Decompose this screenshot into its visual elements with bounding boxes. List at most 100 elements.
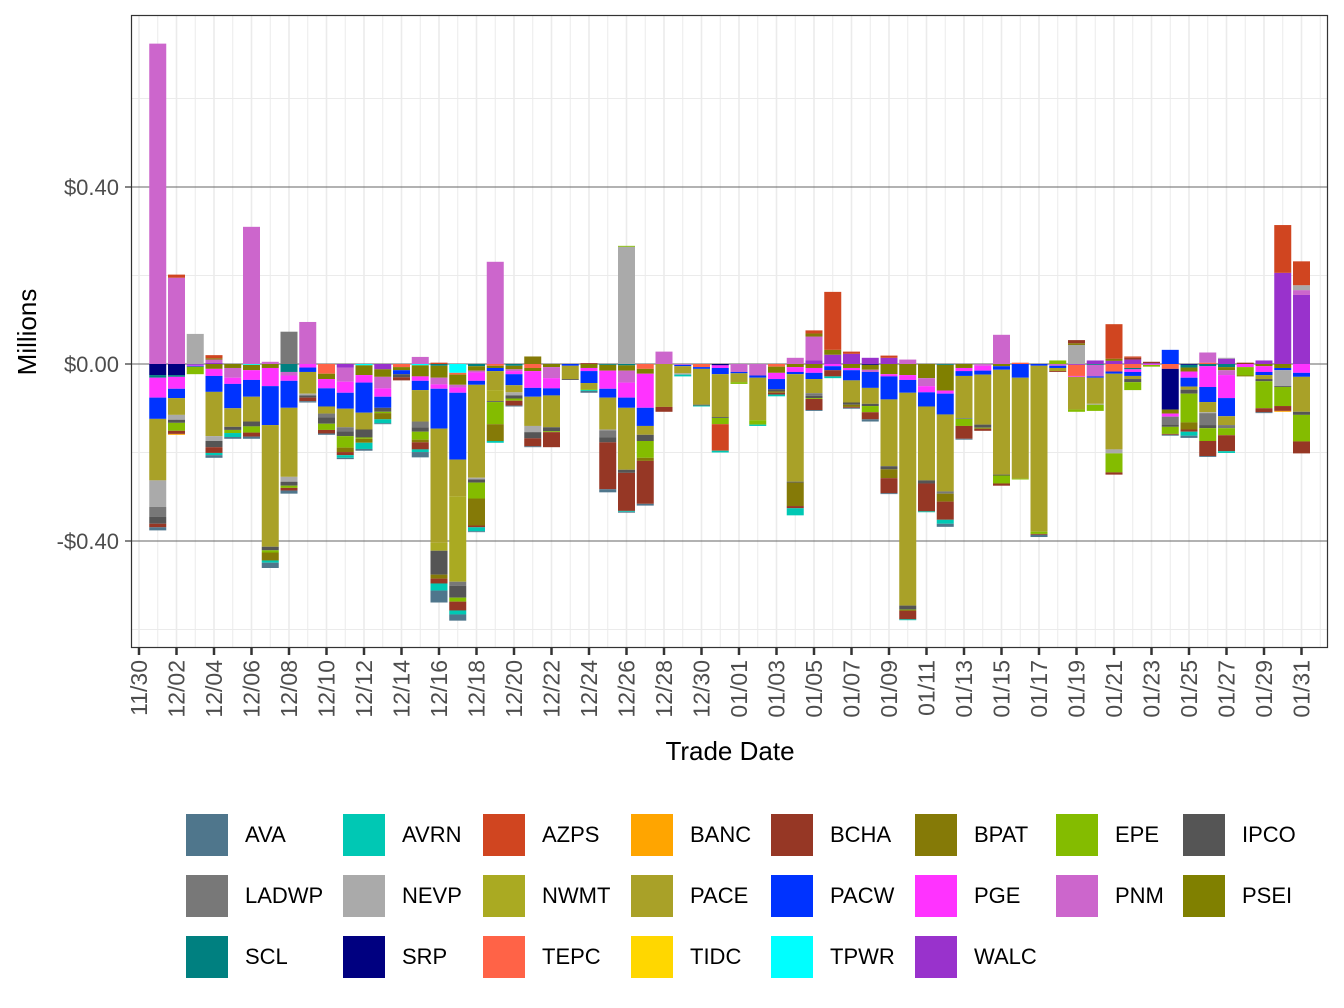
bar-segment-PGE — [149, 377, 167, 398]
bar-segment-BCHA — [524, 438, 542, 447]
bar-segment-BPAT — [411, 439, 429, 443]
bar-segment-AVA — [449, 614, 467, 621]
bar-segment-AVRN — [468, 527, 485, 532]
bar-segment-BCHA — [468, 525, 485, 528]
bar-segment-PACE — [1124, 375, 1142, 380]
bar-segment-EPE — [861, 406, 879, 413]
bar-segment-AZPS — [805, 330, 823, 334]
bar-segment-PACW — [1274, 367, 1292, 371]
bar-segment-PACE — [1293, 376, 1310, 412]
bar-segment-PACW — [1011, 364, 1029, 378]
bar-segment-EPE — [899, 609, 917, 611]
bar-segment-AVA — [243, 436, 260, 439]
bar-segment-AVA — [618, 511, 635, 513]
bar-segment-TEPC — [693, 364, 710, 368]
x-tick-label: 12/20 — [501, 660, 527, 718]
bar-segment-IPCO — [1161, 424, 1179, 427]
bar-segment-EPE — [318, 423, 335, 430]
bar-segment-PACW — [486, 367, 504, 372]
legend-swatch — [1183, 875, 1225, 917]
bar-segment-PSEI — [374, 369, 392, 377]
bar-segment-PGE — [186, 364, 204, 366]
bar-01/12 — [936, 364, 954, 527]
bar-segment-BCHA — [993, 483, 1010, 486]
bar-segment-NEVP — [1218, 357, 1235, 359]
bar-12/27 — [636, 364, 654, 506]
bar-segment-PACE — [336, 408, 354, 428]
legend-swatch — [483, 814, 525, 856]
bar-12/18 — [468, 364, 485, 533]
bar-segment-PACW — [449, 392, 467, 460]
bar-segment-AVRN — [618, 510, 635, 512]
bar-segment-PGE — [636, 373, 654, 408]
bar-segment-AZPS — [1124, 356, 1142, 358]
bar-segment-BCHA — [505, 400, 523, 406]
bar-segment-EPE — [1105, 453, 1123, 473]
bar-segment-BCHA — [936, 501, 954, 520]
bar-12/28 — [655, 351, 673, 412]
bar-segment-WALC — [1143, 363, 1160, 364]
bar-segment-BPAT — [1180, 422, 1198, 430]
bar-segment-AVRN — [430, 583, 448, 591]
bar-segment-AVA — [355, 448, 373, 451]
bar-segment-IPCO — [393, 374, 410, 378]
bar-segment-PACE — [1105, 373, 1123, 450]
bar-segment-AVRN — [749, 424, 767, 426]
bar-segment-BCHA — [768, 392, 785, 395]
y-axis: -$0.40 $0.00 $0.40 — [57, 175, 131, 554]
bar-segment-WALC — [880, 357, 898, 364]
bar-segment-PNM — [299, 321, 317, 364]
bar-segment-PACE — [674, 366, 692, 374]
legend-item-BCHA: BCHA — [771, 814, 891, 856]
bar-segment-PGE — [318, 379, 335, 389]
bar-segment-BCHA — [1105, 472, 1123, 475]
x-tick-label: 01/25 — [1176, 660, 1202, 718]
bar-segment-SCL — [149, 375, 167, 378]
x-axis: 11/30 12/02 12/04 12/06 12/08 12/10 12/12 12/14… — [126, 648, 1315, 718]
bar-segment-TPWR — [449, 364, 467, 373]
bar-segment-PNM — [1293, 290, 1310, 295]
bar-segment-AVRN — [374, 419, 392, 424]
bar-segment-PNM — [1049, 364, 1067, 366]
bar-segment-AVA — [955, 438, 973, 440]
bar-segment-PACW — [318, 388, 335, 407]
bar-segment-BPAT — [843, 404, 860, 407]
bar-segment-PNM — [486, 261, 504, 364]
bar-segment-TEPC — [636, 364, 654, 369]
bar-segment-BPAT — [336, 447, 354, 453]
bar-01/26 — [1199, 352, 1217, 457]
bar-12/15 — [411, 356, 429, 458]
bar-segment-AVRN — [449, 610, 467, 615]
bar-segment-PACW — [336, 392, 354, 409]
bar-segment-NEVP — [1199, 412, 1217, 414]
legend-label: PSEI — [1242, 883, 1293, 908]
bar-segment-SRP — [168, 364, 185, 376]
bar-segment-PACE — [299, 371, 317, 394]
legend-item-AZPS: AZPS — [483, 814, 599, 856]
legend-swatch — [631, 814, 673, 856]
bar-segment-PSEI — [411, 365, 429, 377]
bar-segment-PACE — [580, 383, 598, 390]
bar-segment-PSEI — [805, 364, 823, 368]
grid-lines — [131, 15, 1328, 648]
bar-12/24 — [580, 363, 598, 393]
bar-segment-AVA — [411, 452, 429, 458]
bar-segment-TEPC — [449, 372, 467, 375]
bar-segment-EPE — [1068, 409, 1085, 412]
bar-segment-PGE — [843, 367, 860, 371]
legend-label: PGE — [974, 883, 1021, 908]
legend-label: NWMT — [542, 883, 611, 908]
legend-swatch — [915, 875, 957, 917]
bar-segment-AVA — [580, 390, 598, 393]
legend-item-AVA: AVA — [186, 814, 286, 856]
bar-segment-SRP — [1161, 368, 1179, 410]
bar-segment-BCHA — [149, 523, 167, 528]
bar-segment-PNM — [655, 351, 673, 364]
bar-12/14 — [393, 364, 410, 381]
bar-segment-PSEI — [580, 364, 598, 368]
bar-segment-SCL — [1124, 367, 1142, 370]
bar-segment-TEPC — [486, 364, 504, 366]
bar-segment-PACE — [149, 418, 167, 481]
bar-segment-PACW — [1086, 376, 1104, 378]
bar-segment-PACE — [1086, 377, 1104, 404]
